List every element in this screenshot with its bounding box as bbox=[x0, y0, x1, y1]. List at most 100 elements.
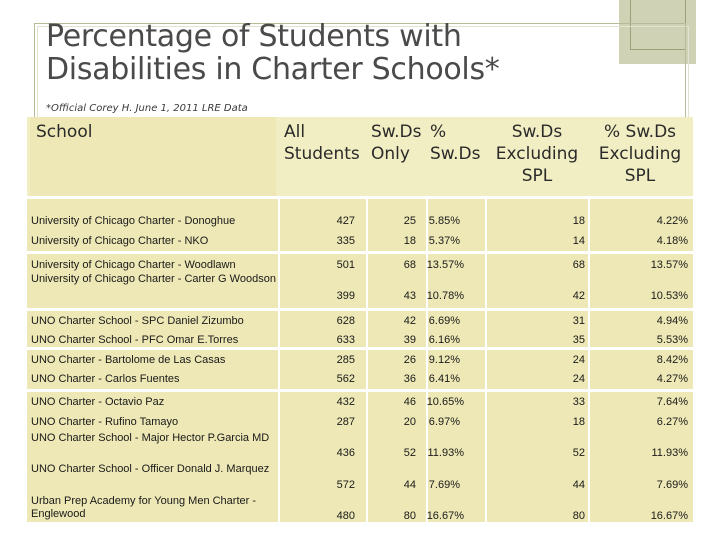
column-divider bbox=[426, 196, 428, 522]
header-pct-swds-excluding-spl-line1: % Sw.Ds bbox=[603, 122, 677, 142]
cell-pct-swds-excluding-spl: 8.42% bbox=[656, 354, 688, 366]
column-divider bbox=[278, 196, 280, 522]
cell-swds-excluding-spl: 52 bbox=[572, 447, 585, 459]
cell-school: UNO Charter - Carlos Fuentes bbox=[31, 373, 180, 385]
cell-school: UNO Charter - Bartolome de Las Casas bbox=[31, 354, 226, 366]
cell-pct-swds: 10.65% bbox=[426, 396, 464, 408]
cell-school: University of Chicago Charter - Donoghue bbox=[31, 215, 236, 227]
slide-subtitle: *Official Corey H. June 1, 2011 LRE Data bbox=[46, 103, 248, 114]
cell-pct-swds: 7.69% bbox=[428, 479, 460, 491]
cell-swds-only: 46 bbox=[403, 396, 416, 408]
cell-pct-swds-excluding-spl: 4.22% bbox=[656, 215, 688, 227]
cell-school: Urban Prep Academy for Young Men Charter… bbox=[31, 495, 257, 520]
cell-all-students: 436 bbox=[336, 447, 355, 459]
cell-pct-swds-excluding-spl: 7.64% bbox=[656, 396, 688, 408]
cell-swds-excluding-spl: 24 bbox=[572, 354, 585, 366]
cell-school: UNO Charter School - Officer Donald J. M… bbox=[31, 463, 270, 475]
cell-swds-only: 52 bbox=[403, 447, 416, 459]
header-swds-excluding-spl-line2: Excluding bbox=[495, 144, 579, 164]
cell-pct-swds-excluding-spl: 4.27% bbox=[656, 373, 688, 385]
cell-swds-excluding-spl: 18 bbox=[572, 215, 585, 227]
cell-pct-swds: 10.78% bbox=[426, 290, 464, 302]
cell-school: UNO Charter - Octavio Paz bbox=[31, 396, 165, 408]
cell-pct-swds-excluding-spl: 10.53% bbox=[650, 290, 688, 302]
cell-school: University of Chicago Charter - Woodlawn bbox=[31, 259, 236, 271]
header-school: School bbox=[36, 122, 93, 142]
column-divider bbox=[485, 196, 487, 522]
header-swds-excluding-spl-line1: Sw.Ds bbox=[511, 122, 563, 142]
corner-accent-square bbox=[619, 0, 696, 64]
cell-swds-only: 80 bbox=[403, 510, 416, 522]
slide-title-line2: Disabilities in Charter Schools* bbox=[46, 52, 500, 87]
cell-all-students: 628 bbox=[336, 315, 355, 327]
cell-school: University of Chicago Charter - NKO bbox=[31, 235, 209, 247]
header-pct-swds-line2: Sw.Ds bbox=[430, 144, 481, 164]
cell-pct-swds: 5.37% bbox=[428, 235, 460, 247]
cell-swds-only: 68 bbox=[403, 259, 416, 271]
cell-swds-only: 20 bbox=[403, 416, 416, 428]
cell-pct-swds: 6.69% bbox=[428, 315, 460, 327]
header-swds-only-line2: Only bbox=[371, 144, 410, 164]
header-pct-swds-line1: % bbox=[430, 122, 447, 142]
header-pct-swds-excluding-spl: % Sw.Ds Excluding SPL bbox=[592, 121, 688, 187]
header-swds-excluding-spl: Sw.Ds Excluding SPL bbox=[489, 121, 585, 187]
cell-swds-only: 18 bbox=[403, 235, 416, 247]
cell-pct-swds-excluding-spl: 16.67% bbox=[650, 510, 688, 522]
header-all-students: All Students bbox=[284, 121, 360, 165]
cell-swds-only: 25 bbox=[403, 215, 416, 227]
cell-school: UNO Charter - Rufino Tamayo bbox=[31, 416, 179, 428]
cell-pct-swds-excluding-spl: 7.69% bbox=[656, 479, 688, 491]
cell-all-students: 432 bbox=[336, 396, 355, 408]
cell-pct-swds: 5.85% bbox=[428, 215, 460, 227]
column-divider bbox=[588, 196, 590, 522]
cell-swds-only: 26 bbox=[403, 354, 416, 366]
cell-swds-excluding-spl: 42 bbox=[572, 290, 585, 302]
row-separator bbox=[27, 347, 693, 350]
cell-pct-swds: 9.12% bbox=[428, 354, 460, 366]
table-header-school-bg bbox=[30, 117, 276, 196]
cell-swds-excluding-spl: 31 bbox=[572, 315, 585, 327]
cell-swds-excluding-spl: 44 bbox=[572, 479, 585, 491]
cell-pct-swds: 13.57% bbox=[426, 259, 464, 271]
row-separator bbox=[27, 251, 693, 254]
cell-all-students: 287 bbox=[336, 416, 355, 428]
header-swds-excluding-spl-line3: SPL bbox=[521, 166, 553, 186]
cell-swds-only: 42 bbox=[403, 315, 416, 327]
cell-all-students: 480 bbox=[336, 510, 355, 522]
cell-pct-swds: 6.97% bbox=[428, 416, 460, 428]
slide-title-line1: Percentage of Students with bbox=[46, 19, 462, 54]
cell-swds-excluding-spl: 14 bbox=[572, 235, 585, 247]
cell-all-students: 572 bbox=[336, 479, 355, 491]
cell-all-students: 285 bbox=[336, 354, 355, 366]
cell-pct-swds: 11.93% bbox=[427, 447, 465, 459]
cell-swds-only: 43 bbox=[403, 290, 416, 302]
cell-all-students: 562 bbox=[336, 373, 355, 385]
cell-all-students: 633 bbox=[336, 334, 355, 346]
cell-swds-only: 44 bbox=[403, 479, 416, 491]
row-separator bbox=[27, 196, 693, 199]
slide-title: Percentage of Students with Disabilities… bbox=[46, 20, 500, 86]
cell-swds-excluding-spl: 33 bbox=[572, 396, 585, 408]
cell-all-students: 501 bbox=[336, 259, 355, 271]
header-all-students-line1: All bbox=[284, 122, 306, 142]
cell-pct-swds: 6.41% bbox=[428, 373, 460, 385]
cell-all-students: 335 bbox=[336, 235, 355, 247]
cell-swds-excluding-spl: 24 bbox=[572, 373, 585, 385]
cell-school: UNO Charter School - SPC Daniel Zizumbo bbox=[31, 315, 244, 327]
cell-pct-swds-excluding-spl: 5.53% bbox=[656, 334, 688, 346]
cell-swds-only: 39 bbox=[403, 334, 416, 346]
row-separator bbox=[27, 389, 693, 392]
cell-pct-swds-excluding-spl: 4.94% bbox=[656, 315, 688, 327]
cell-school: UNO Charter School - Major Hector P.Garc… bbox=[31, 432, 270, 444]
cell-school: University of Chicago Charter - Carter G… bbox=[31, 273, 276, 285]
cell-pct-swds-excluding-spl: 11.93% bbox=[651, 447, 689, 459]
cell-pct-swds-excluding-spl: 4.18% bbox=[656, 235, 688, 247]
header-pct-swds-excluding-spl-line3: SPL bbox=[624, 166, 656, 186]
cell-swds-excluding-spl: 18 bbox=[572, 416, 585, 428]
cell-pct-swds-excluding-spl: 13.57% bbox=[650, 259, 688, 271]
cell-pct-swds-excluding-spl: 6.27% bbox=[656, 416, 688, 428]
header-pct-swds-excluding-spl-line2: Excluding bbox=[598, 144, 682, 164]
cell-all-students: 399 bbox=[336, 290, 355, 302]
header-swds-only: Sw.Ds Only bbox=[371, 121, 422, 165]
header-swds-only-line1: Sw.Ds bbox=[371, 122, 422, 142]
